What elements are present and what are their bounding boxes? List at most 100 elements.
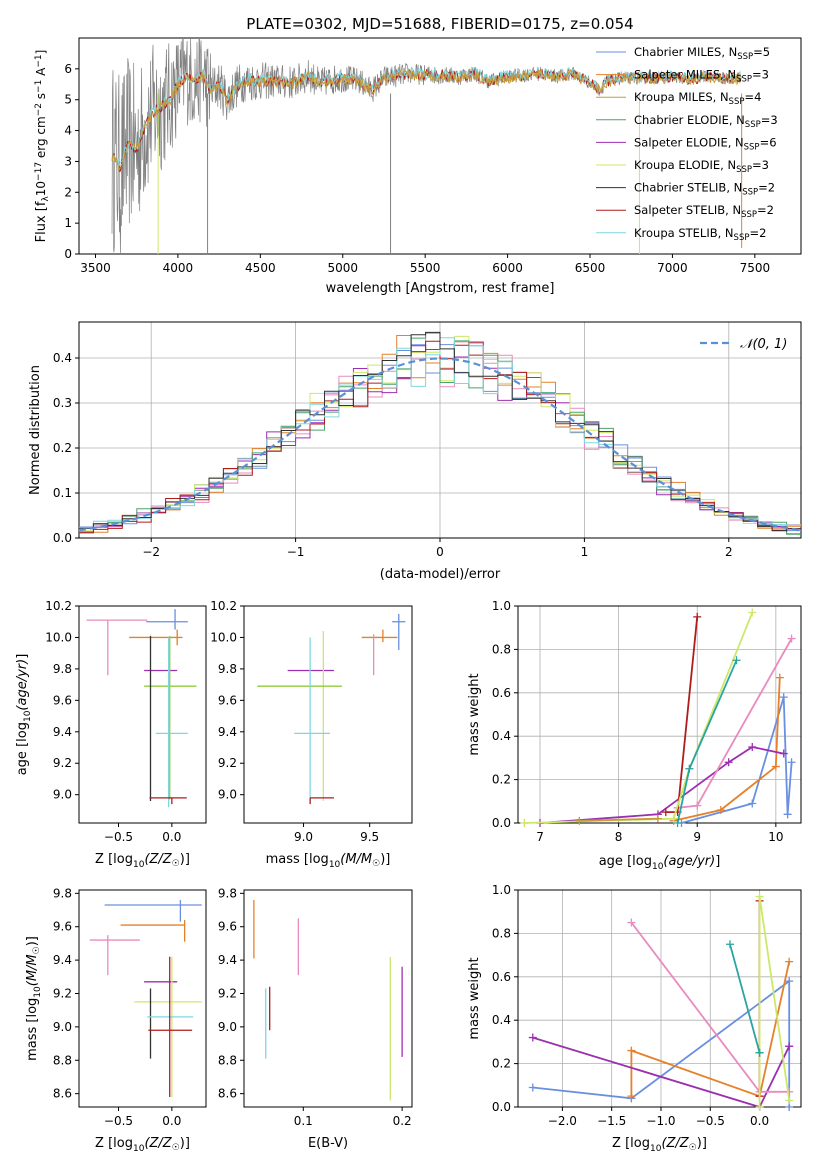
series-marker xyxy=(783,810,792,819)
x-axis-label: wavelength [Angstrom, rest frame] xyxy=(326,281,555,296)
series-line xyxy=(729,944,761,1054)
x-tick-label: 0.2 xyxy=(393,1114,412,1128)
x-tick-label: −0.5 xyxy=(104,1114,133,1128)
y-tick-label: 10.2 xyxy=(45,599,72,613)
y-tick-label: 0.2 xyxy=(53,441,72,455)
x-tick-label: 2 xyxy=(725,545,733,559)
y-axis-label: mass [log10(M/M☉)] xyxy=(25,936,43,1061)
x-tick-label: −2.0 xyxy=(548,1114,577,1128)
x-axis-label: age [log10(age/yr)] xyxy=(599,854,721,872)
legend-label: Chabrier STELIB, NSSP=2 xyxy=(634,181,775,198)
series-line xyxy=(579,817,658,822)
x-tick-label: 1 xyxy=(581,545,589,559)
y-tick-label: 9.0 xyxy=(53,1020,72,1034)
series-line xyxy=(676,659,738,824)
series-marker xyxy=(528,1033,537,1042)
y-tick-label: 9.4 xyxy=(218,953,237,967)
x-axis-label: Z [log10(Z/Z☉)] xyxy=(95,1136,190,1154)
x-tick-label: 8 xyxy=(615,830,623,844)
errorbar-point xyxy=(361,629,398,643)
y-tick-label: 1.0 xyxy=(492,599,511,613)
axes-frame xyxy=(243,889,413,1108)
y-axis-label: Flux [fλ10−17 erg cm−2 s−1 A−1] xyxy=(34,50,51,243)
y-axis-label: age [log10(age/yr)] xyxy=(15,654,33,776)
series-marker xyxy=(785,1042,794,1051)
x-tick-label: 7 xyxy=(536,830,544,844)
series-marker xyxy=(575,816,584,825)
mass_vs_Z-panel: −0.5 0.0 8.6 8.8 9.0 9.2 9.4 9.6 9.8 Z [log10(Z/Z… xyxy=(25,886,207,1154)
errorbar-point xyxy=(309,797,334,805)
histogram-series xyxy=(79,331,801,532)
series-marker xyxy=(653,814,662,823)
y-tick-label: 0.6 xyxy=(492,970,511,984)
y-tick-label: 10.2 xyxy=(210,599,237,613)
x-tick-label: 9.0 xyxy=(294,830,313,844)
x-tick-label: −0.5 xyxy=(104,830,133,844)
series-marker xyxy=(627,1092,636,1101)
errorbar-point xyxy=(144,635,197,800)
series-marker xyxy=(627,1046,636,1055)
series-line xyxy=(673,677,781,822)
y-tick-label: 4 xyxy=(64,124,72,138)
y-tick-label: 0.1 xyxy=(53,486,72,500)
y-tick-label: 9.8 xyxy=(53,662,72,676)
series-marker xyxy=(779,693,788,702)
y-tick-label: 9.2 xyxy=(53,986,72,1000)
legend-label: Salpeter MILES, NSSP=3 xyxy=(634,68,769,85)
y-tick-label: 9.4 xyxy=(218,725,237,739)
series-marker xyxy=(748,608,757,617)
errorbar-point xyxy=(155,637,188,808)
y-tick-label: 0.0 xyxy=(492,816,511,830)
y-tick-label: 8.6 xyxy=(53,1087,72,1101)
y-tick-label: 9.8 xyxy=(218,886,237,900)
y-tick-label: 1.0 xyxy=(492,883,511,897)
x-tick-label: −1.5 xyxy=(597,1114,626,1128)
x-tick-label: −0.5 xyxy=(696,1114,725,1128)
legend-label: Kroupa STELIB, NSSP=2 xyxy=(634,226,766,243)
spectrum-model-line xyxy=(111,68,742,171)
y-tick-label: 5 xyxy=(64,93,72,107)
axes-frame xyxy=(517,605,802,824)
y-tick-label: 0.4 xyxy=(492,729,511,743)
errorbar-point xyxy=(146,609,188,630)
x-tick-label: −2 xyxy=(142,545,160,559)
x-tick-label: 0.1 xyxy=(294,1114,313,1128)
errorbar-point xyxy=(294,637,330,801)
y-axis-label: mass weight xyxy=(467,673,482,755)
series-line xyxy=(524,612,754,824)
x-tick-label: 9.5 xyxy=(360,830,379,844)
x-tick-label: 10 xyxy=(768,830,783,844)
series-marker xyxy=(693,801,702,810)
series-line xyxy=(665,616,699,813)
y-tick-label: 9.4 xyxy=(53,953,72,967)
y-tick-label: 9.6 xyxy=(218,693,237,707)
y-tick-label: 9.6 xyxy=(218,920,237,934)
legend-label: Kroupa MILES, NSSP=4 xyxy=(634,90,761,107)
age_vs_Z-panel: −0.5 0.0 9.0 9.2 9.4 9.6 9.8 10.0 10.2 Z [log10(Z… xyxy=(15,599,207,870)
mass_vs_ebv-panel: 0.1 0.2 8.6 8.8 9.0 9.2 9.4 9.6 9.8 E(B-V) xyxy=(218,886,413,1151)
errorbar-point xyxy=(120,920,186,942)
legend-label: Salpeter STELIB, NSSP=2 xyxy=(634,203,774,220)
y-tick-label: 9.2 xyxy=(218,986,237,1000)
series-marker xyxy=(755,1048,764,1057)
x-tick-label: 0.0 xyxy=(162,1114,181,1128)
x-tick-label: 6000 xyxy=(492,261,523,275)
series-marker xyxy=(785,957,794,966)
x-tick-label: −1.0 xyxy=(646,1114,675,1128)
errorbar-point xyxy=(104,900,202,922)
gaussian-curve xyxy=(78,357,802,532)
errorbar-point xyxy=(149,797,187,805)
errorbar-point xyxy=(148,956,193,1097)
series-marker xyxy=(785,977,794,986)
x-tick-label: 5000 xyxy=(327,261,358,275)
spectrum-panel: 3500 4000 4500 5000 5500 6000 6500 7000 7500 0 1 2 3… xyxy=(34,37,802,296)
axes-frame xyxy=(78,889,207,1108)
series-marker xyxy=(779,749,788,758)
series-marker xyxy=(520,819,529,827)
y-tick-label: 9.8 xyxy=(53,886,72,900)
mw_vs_Z-panel: −2.0 −1.5 −1.0 −0.5 0.0 0.0 0.2 0.4 0.6 0.8 1.0 Z [… xyxy=(467,883,802,1154)
y-tick-label: 9.4 xyxy=(53,725,72,739)
x-axis-label: Z [log10(Z/Z☉)] xyxy=(95,852,190,870)
y-tick-label: 0.8 xyxy=(492,642,511,656)
